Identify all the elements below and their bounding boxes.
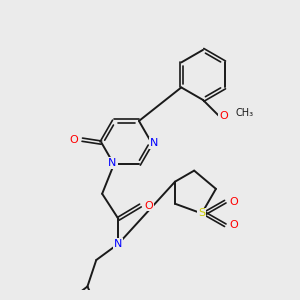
Text: O: O [229, 220, 238, 230]
Text: N: N [150, 138, 158, 148]
Text: O: O [70, 135, 78, 145]
Text: S: S [198, 208, 205, 218]
Text: O: O [219, 111, 228, 121]
Text: O: O [144, 200, 153, 211]
Text: N: N [114, 239, 122, 249]
Text: N: N [108, 158, 117, 168]
Text: O: O [229, 197, 238, 207]
Text: CH₃: CH₃ [236, 108, 253, 118]
